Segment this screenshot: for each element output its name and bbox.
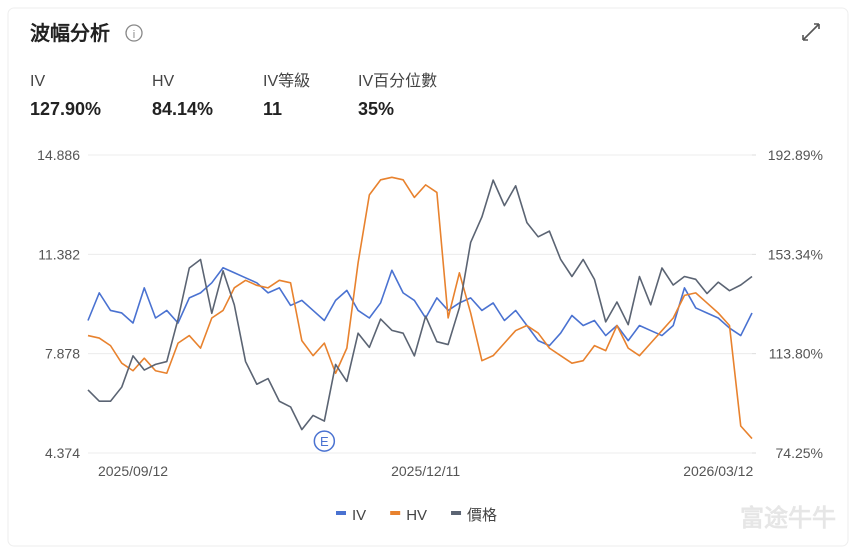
series-line (87, 266, 753, 347)
legend-swatch (336, 511, 346, 515)
y2-tick-label: 192.89% (768, 147, 823, 163)
y2-tick-label: 74.25% (776, 445, 823, 461)
metric-label: IV (30, 73, 45, 90)
legend-swatch (390, 511, 401, 515)
y-tick-label: 11.382 (38, 246, 80, 262)
svg-text:i: i (133, 29, 135, 41)
metric-label: IV百分位數 (358, 72, 437, 90)
y-tick-label: 4.374 (45, 445, 80, 461)
watermark: 富途牛牛 (740, 504, 836, 532)
legend-swatch (451, 511, 462, 515)
info-icon[interactable]: i (125, 24, 143, 42)
metric-value: 11 (263, 99, 282, 119)
x-tick-label: 2026/03/12 (683, 463, 753, 479)
x-tick-label: 2025/09/12 (98, 463, 168, 479)
metric-label: HV (152, 73, 175, 90)
annotation: E (320, 434, 329, 449)
series-line (87, 176, 753, 440)
legend-label: IV (352, 507, 366, 524)
card (7, 7, 849, 547)
y2-tick-label: 113.80% (769, 346, 823, 362)
x-tick-label: 2025/12/11 (391, 463, 460, 479)
metric-value: 127.90% (30, 99, 101, 119)
y-tick-label: 7.878 (45, 346, 80, 362)
legend-label: 價格 (467, 507, 497, 524)
title: 波幅分析 (30, 22, 110, 45)
metric-value: 35% (358, 99, 394, 119)
series-line (87, 179, 753, 431)
annotation-marker (313, 430, 336, 452)
metric-label: IV等級 (263, 72, 310, 90)
metric-value: 84.14% (152, 99, 213, 119)
legend-label: HV (406, 507, 427, 524)
expand-icon[interactable] (802, 23, 820, 41)
y-tick-label: 14.886 (37, 147, 80, 163)
y2-tick-label: 153.34% (768, 246, 823, 262)
